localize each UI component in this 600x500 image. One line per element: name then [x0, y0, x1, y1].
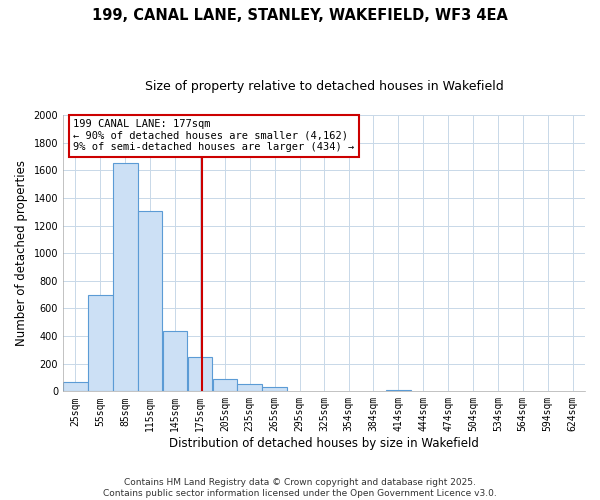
Bar [188, 357, 212, 392]
Bar [138, 211, 163, 392]
Bar [262, 387, 287, 392]
Text: Contains HM Land Registry data © Crown copyright and database right 2025.
Contai: Contains HM Land Registry data © Crown c… [103, 478, 497, 498]
X-axis label: Distribution of detached houses by size in Wakefield: Distribution of detached houses by size … [169, 437, 479, 450]
Bar [88, 294, 113, 392]
Bar [212, 379, 237, 392]
Text: 199, CANAL LANE, STANLEY, WAKEFIELD, WF3 4EA: 199, CANAL LANE, STANLEY, WAKEFIELD, WF3… [92, 8, 508, 22]
Y-axis label: Number of detached properties: Number of detached properties [15, 160, 28, 346]
Text: 199 CANAL LANE: 177sqm
← 90% of detached houses are smaller (4,162)
9% of semi-d: 199 CANAL LANE: 177sqm ← 90% of detached… [73, 119, 355, 152]
Bar [163, 330, 187, 392]
Title: Size of property relative to detached houses in Wakefield: Size of property relative to detached ho… [145, 80, 503, 93]
Bar [238, 384, 262, 392]
Bar [113, 162, 137, 392]
Bar [63, 382, 88, 392]
Bar [386, 390, 410, 392]
